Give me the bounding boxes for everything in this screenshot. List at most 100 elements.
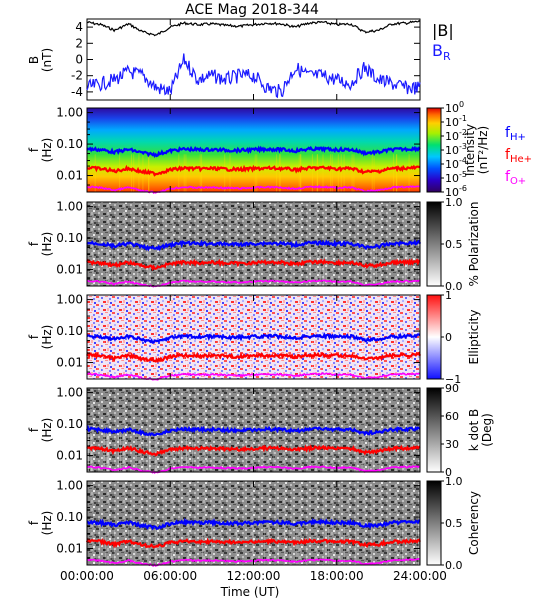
x-tick-label: 06:00:00	[143, 569, 197, 583]
colorbar-tick-label: 0	[445, 466, 452, 479]
freq-ytick-label: 0.10	[56, 417, 83, 431]
colorbar	[426, 480, 442, 566]
freq-yunit: (Hz)	[40, 325, 54, 350]
legend-b-r-sub: R	[443, 50, 451, 63]
freq-panel-3: 1.00 0.10 0.01 f (Hz) 1 0 −1 Ellipticity	[27, 289, 481, 386]
colorbar-tick-base: 10	[445, 158, 459, 171]
freq-yunit: (Hz)	[40, 511, 54, 536]
colorbar-tick-base: 10	[445, 186, 459, 199]
chart-title: ACE Mag 2018-344	[185, 2, 319, 18]
colorbar-label: Ellipticity	[467, 310, 481, 365]
freq-ytick-label: 1.00	[56, 200, 83, 214]
freq-ylabel: f	[27, 520, 41, 525]
colorbar-tick-base: 10	[445, 144, 459, 157]
field-ytick-label: -2	[71, 69, 83, 83]
freq-ytick-label: 1.00	[56, 293, 83, 307]
freq-panel-2: 1.00 0.10 0.01 f (Hz) 1.0 0.5 0.0 % Polarization	[27, 196, 481, 293]
freq-ylabel: f	[27, 334, 41, 339]
colorbar-tick-exp: -3	[459, 142, 467, 151]
field-ytick-label: 4	[75, 20, 83, 34]
colorbar-tick-label: 0.0	[445, 280, 463, 293]
series-line-b-r	[86, 53, 421, 99]
series-line-f-h	[85, 424, 421, 437]
field-yunit-text: (nT)	[40, 48, 54, 72]
colorbar-label: % Polarization	[467, 202, 481, 287]
gyro-label-main: f	[505, 147, 511, 163]
freq-ytick-label: 1.00	[56, 386, 83, 400]
freq-ylabel: f	[27, 427, 41, 432]
freq-panel-5: 1.00 0.10 0.01 f (Hz) 1.0 0.5 0.0 Coherency	[27, 475, 481, 572]
colorbar-unit: (Deg)	[480, 413, 494, 447]
field-panel-frame	[86, 18, 421, 101]
freq-yunit: (Hz)	[40, 138, 54, 163]
series-line-f-he	[85, 537, 421, 549]
colorbar-tick-label: −1	[445, 373, 461, 386]
freq-yunit: (Hz)	[40, 418, 54, 443]
freq-ytick-label: 1.00	[56, 106, 83, 120]
freq-ytick-label: 1.00	[56, 479, 83, 493]
colorbar-tick-label: 1.0	[445, 475, 463, 488]
field-yunit: (nT)	[40, 48, 54, 72]
freq-panel-4: 1.00 0.10 0.01 f (Hz) 90 60 30 0 k dot B (Deg)	[27, 382, 494, 479]
series-line-f-he	[86, 258, 421, 271]
series-line-f-h	[86, 239, 422, 252]
freq-ylabel: f	[27, 241, 41, 246]
x-axis-label: Time (UT)	[220, 585, 280, 599]
series-line-f-h	[86, 332, 421, 344]
colorbar	[426, 294, 442, 380]
field-ytick-label: 2	[75, 36, 83, 50]
colorbar-tick-label: 10-1	[445, 114, 467, 129]
colorbar-tick-label: 10-4	[445, 156, 467, 171]
freq-ytick-label: 0.10	[56, 324, 83, 338]
frequency-panels: 1.000.100.01f (Hz)10010-110-210-310-410-5…	[27, 100, 532, 572]
freq-ylabel: f	[27, 147, 41, 152]
series-line-f-h	[86, 145, 421, 159]
colorbar-tick-label: 0.5	[445, 517, 463, 530]
x-tick-label: 24:00:00	[393, 569, 447, 583]
field-ytick-label: -4	[71, 85, 83, 99]
colorbar-tick-exp: -6	[459, 184, 467, 193]
freq-ytick-label: 0.10	[56, 510, 83, 524]
x-tick-labels: 00:00:00 06:00:00 12:00:00 18:00:00 24:00:00	[60, 19, 447, 583]
series-line-f-he	[86, 351, 422, 364]
x-tick-label: 12:00:00	[227, 569, 281, 583]
freq-panel-1: 1.000.100.01f (Hz)10010-110-210-310-410-5…	[27, 100, 532, 199]
gyro-label-sub: O+	[510, 176, 526, 187]
freq-ytick-label: 0.01	[56, 449, 83, 463]
freq-ytick-label: 0.01	[56, 169, 83, 183]
colorbar	[426, 201, 442, 287]
gyro-label-o: fO+	[505, 169, 526, 187]
gyro-label-sub: H+	[510, 132, 526, 143]
colorbar-label: Coherency	[467, 491, 481, 555]
colorbar-tick-label: 0	[445, 331, 452, 344]
x-tick-label: 00:00:00	[60, 569, 114, 583]
colorbar-tick-base: 10	[445, 102, 459, 115]
field-ylabel: B	[27, 56, 41, 64]
colorbar-tick-label: 1.0	[445, 196, 463, 209]
gyro-label-sub: He+	[510, 154, 532, 165]
x-tick-label: 18:00:00	[310, 569, 364, 583]
colorbar-tick-base: 10	[445, 130, 459, 143]
legend-b-r: BR	[432, 41, 451, 63]
colorbar-tick-exp: -5	[459, 170, 467, 179]
colorbar-tick-label: 1	[445, 289, 452, 302]
freq-ytick-label: 0.01	[56, 356, 83, 370]
colorbar-tick-exp: -1	[459, 114, 467, 123]
field-yticks: 4 2 0 -2 -4	[71, 20, 420, 99]
freq-ytick-label: 0.10	[56, 231, 83, 245]
gyro-label-main: f	[505, 169, 511, 185]
colorbar-tick-base: 10	[445, 172, 459, 185]
colorbar-tick-base: 10	[445, 116, 459, 129]
colorbar-tick-label: 0.0	[445, 559, 463, 572]
field-ylabel-main: B	[27, 56, 41, 64]
colorbar-label: k dot B	[467, 409, 481, 451]
legend-b-total: |B|	[432, 21, 454, 40]
colorbar-tick-label: 10-6	[445, 184, 467, 199]
colorbar-tick-exp: -2	[459, 128, 467, 137]
colorbar-tick-label: 10-5	[445, 170, 467, 185]
colorbar-tick-label: 30	[445, 438, 459, 451]
colorbar-tick-exp: -4	[459, 156, 467, 165]
colorbar-tick-label: 10-2	[445, 128, 467, 143]
colorbar-unit: (nT²/Hz)	[476, 126, 490, 174]
